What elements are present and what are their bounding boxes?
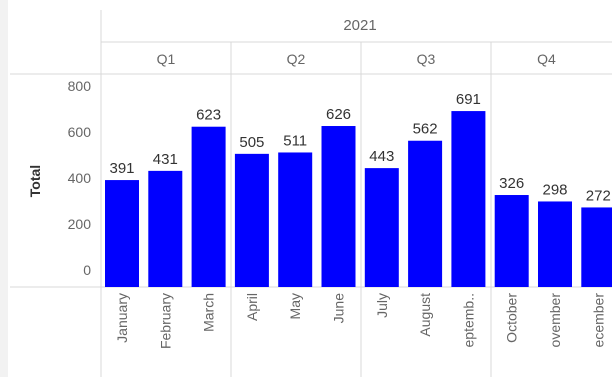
x-tick-label: ecember: [590, 293, 606, 348]
value-label: 431: [153, 151, 178, 168]
y-tick-label: 200: [68, 216, 92, 232]
x-tick-label: June: [331, 293, 347, 324]
value-label: 511: [283, 132, 307, 149]
bar-june: [321, 126, 356, 288]
y-tick-label: 800: [68, 78, 92, 94]
bars: [105, 111, 612, 288]
x-tick-label: March: [201, 293, 217, 332]
y-tick-label: 600: [68, 124, 92, 140]
x-tick-label: eptemb..: [460, 293, 476, 347]
quarter-label-q2: Q2: [287, 51, 306, 67]
bar-january: [105, 180, 139, 287]
value-label: 626: [326, 106, 351, 123]
x-tick-label: January: [114, 293, 130, 343]
y-axis-label: Total: [27, 165, 43, 197]
value-label: 272: [586, 187, 611, 204]
bar-may: [278, 152, 313, 287]
bar-eptemb: [451, 111, 486, 287]
x-tick-label: February: [157, 293, 173, 349]
left-scroll-strip: [0, 0, 8, 377]
value-label: 443: [369, 148, 394, 165]
bar-ecember: [581, 207, 612, 287]
x-tick-label: May: [287, 293, 303, 319]
x-tick-label: October: [504, 293, 520, 343]
value-label: 391: [109, 160, 134, 177]
quarter-headers: Q1 Q2 Q3 Q4: [157, 51, 556, 67]
x-tick-label: ovember: [547, 293, 563, 348]
y-tick-label: 400: [68, 170, 92, 186]
bar-august: [408, 140, 443, 287]
value-label: 691: [456, 91, 481, 108]
quarter-label-q4: Q4: [537, 51, 556, 67]
year-header: 2021: [343, 17, 376, 34]
value-label: 326: [499, 175, 524, 192]
value-label: 505: [239, 134, 264, 151]
value-label: 623: [196, 107, 221, 124]
x-tick-label: April: [244, 293, 260, 321]
bar-ovember: [538, 201, 572, 287]
y-tick-label: 0: [83, 262, 91, 278]
bar-october: [494, 195, 529, 287]
bar-april: [234, 153, 269, 287]
bar-february: [148, 170, 183, 287]
value-labels: 391 431 623 505 511 626 443 562 691 326 298 272: [109, 91, 610, 204]
quarter-label-q1: Q1: [157, 51, 176, 67]
bar-march: [191, 126, 226, 288]
quarter-label-q3: Q3: [417, 51, 436, 67]
value-label: 562: [413, 121, 438, 138]
x-tick-label: July: [374, 293, 390, 318]
x-tick-labels: January February March April May June July Augu…: [114, 293, 606, 349]
bar-july: [364, 168, 399, 287]
x-tick-label: August: [417, 293, 433, 337]
y-axis: 0 200 400 600 800: [68, 78, 92, 278]
value-label: 298: [542, 181, 567, 198]
